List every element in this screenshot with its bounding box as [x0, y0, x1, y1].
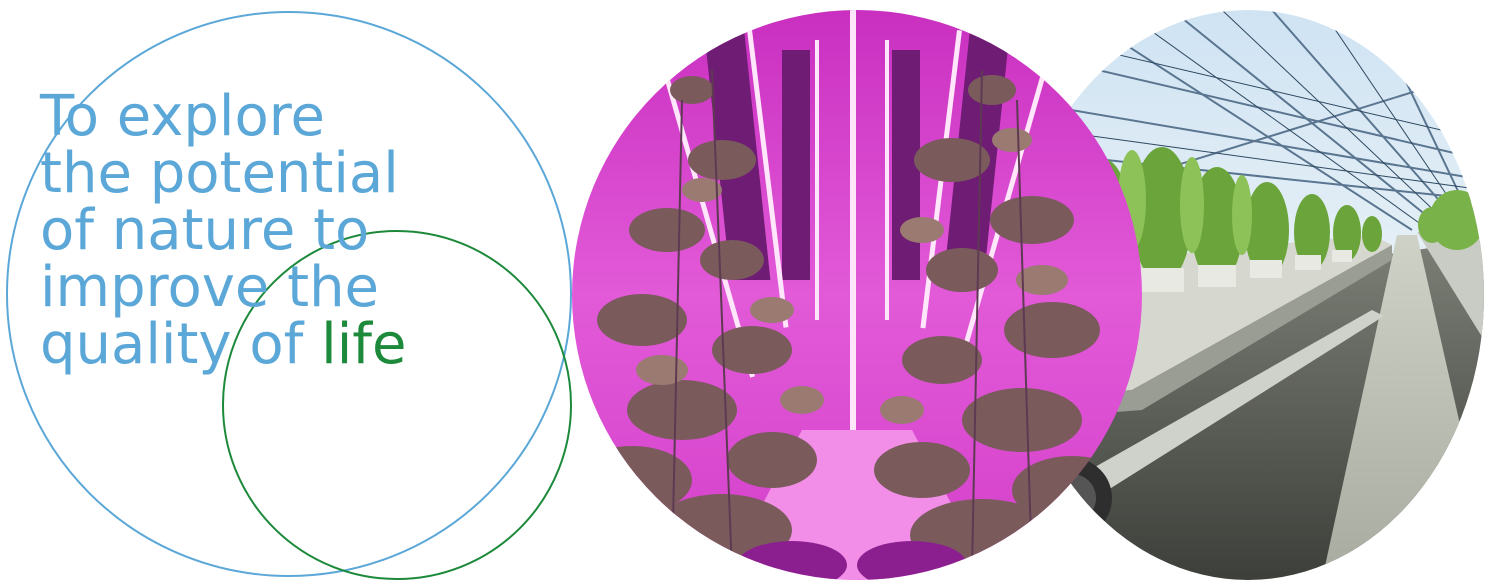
led-farm-illustration — [572, 10, 1142, 580]
mission-line-1: To explore — [40, 84, 325, 149]
mission-line-5-lead: quality of — [40, 312, 322, 377]
led-farm-photo — [572, 10, 1142, 580]
decorative-circle-blue — [6, 11, 572, 577]
mission-line-2: the potential — [40, 141, 399, 206]
mission-line-3: of nature to — [40, 198, 370, 263]
decorative-circle-green — [222, 230, 572, 580]
mission-statement: To explore the potential of nature to im… — [40, 88, 406, 373]
mission-highlight-word: life — [321, 312, 407, 377]
mission-line-4: improve the — [40, 255, 380, 320]
mission-line-5: quality of life — [40, 316, 406, 373]
